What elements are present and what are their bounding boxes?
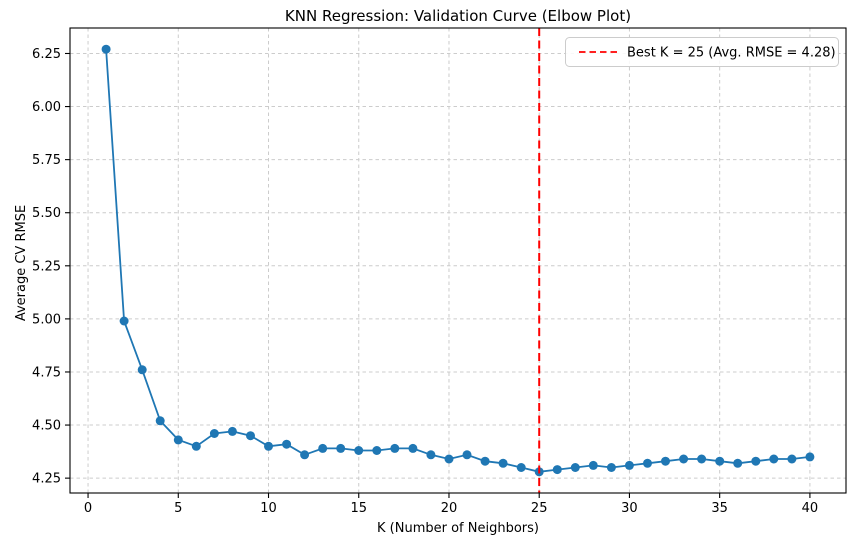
- data-point-marker: [643, 458, 652, 468]
- data-point-marker: [480, 456, 490, 466]
- data-point-marker: [354, 446, 364, 455]
- x-axis-tick-labels: 0 5 10 15 20 25 30 35 40: [84, 501, 818, 516]
- axis-tick-marks: [65, 52, 811, 498]
- data-point-marker: [552, 465, 562, 475]
- y-tick-label: 5.00: [32, 312, 61, 327]
- y-axis-tick-labels: 4.25 4.50 4.75 5.00 5.25 5.50 5.75 6.00 6.25: [32, 47, 61, 487]
- data-point-marker: [246, 431, 255, 441]
- data-point-marker: [606, 463, 616, 472]
- data-point-marker: [769, 454, 779, 464]
- data-point-marker: [498, 458, 508, 468]
- y-tick-label: 5.75: [32, 153, 61, 168]
- y-tick-label: 5.25: [32, 259, 61, 274]
- data-point-marker: [516, 463, 526, 472]
- data-point-marker: [588, 460, 598, 470]
- x-tick-label: 15: [350, 501, 367, 516]
- chart-title: KNN Regression: Validation Curve (Elbow …: [285, 7, 631, 25]
- x-tick-label: 5: [174, 501, 182, 516]
- x-tick-label: 0: [84, 501, 92, 516]
- data-point-marker: [805, 452, 815, 462]
- rmse-curve-line: [105, 49, 811, 473]
- data-point-marker: [624, 460, 634, 470]
- y-tick-label: 4.25: [32, 472, 61, 487]
- data-point-marker: [101, 44, 111, 54]
- data-point-marker: [318, 443, 328, 453]
- data-point-marker: [119, 316, 129, 326]
- data-point-marker: [751, 456, 761, 466]
- data-point-marker: [408, 443, 418, 453]
- data-point-marker: [426, 450, 436, 460]
- x-tick-label: 25: [531, 501, 548, 516]
- data-point-marker: [715, 456, 725, 466]
- data-point-marker: [570, 463, 580, 472]
- plot-area: [70, 28, 846, 493]
- data-point-marker: [264, 441, 273, 451]
- y-tick-label: 4.50: [32, 419, 61, 434]
- rmse-data-points: [101, 44, 815, 477]
- data-point-marker: [137, 365, 147, 375]
- x-axis-label: K (Number of Neighbors): [377, 521, 539, 536]
- data-point-marker: [336, 443, 346, 453]
- y-tick-label: 5.50: [32, 206, 61, 221]
- data-point-marker: [679, 454, 689, 464]
- data-point-marker: [462, 450, 472, 460]
- data-point-marker: [173, 435, 183, 445]
- x-tick-label: 35: [711, 501, 728, 516]
- data-point-marker: [155, 416, 165, 426]
- data-point-marker: [697, 454, 707, 464]
- data-point-marker: [209, 429, 219, 438]
- data-point-marker: [227, 426, 237, 436]
- plot-border: [69, 27, 847, 494]
- data-point-marker: [444, 454, 454, 464]
- data-point-marker: [390, 443, 400, 453]
- data-point-marker: [733, 458, 743, 468]
- legend-label: Best K = 25 (Avg. RMSE = 4.28): [627, 46, 836, 61]
- data-point-marker: [787, 454, 797, 464]
- y-axis-label: Average CV RMSE: [14, 205, 29, 321]
- data-point-marker: [661, 456, 670, 466]
- y-tick-label: 6.25: [32, 47, 61, 62]
- legend-box: [565, 37, 839, 67]
- legend: Best K = 25 (Avg. RMSE = 4.28): [565, 37, 839, 67]
- x-tick-label: 10: [260, 501, 277, 516]
- data-point-marker: [372, 446, 382, 455]
- data-point-marker: [191, 441, 201, 451]
- y-tick-label: 6.00: [32, 100, 61, 115]
- x-tick-label: 40: [802, 501, 819, 516]
- data-point-marker: [300, 450, 310, 460]
- x-tick-label: 20: [441, 501, 458, 516]
- x-tick-label: 30: [621, 501, 638, 516]
- data-point-marker: [282, 439, 292, 449]
- y-tick-label: 4.75: [32, 365, 61, 380]
